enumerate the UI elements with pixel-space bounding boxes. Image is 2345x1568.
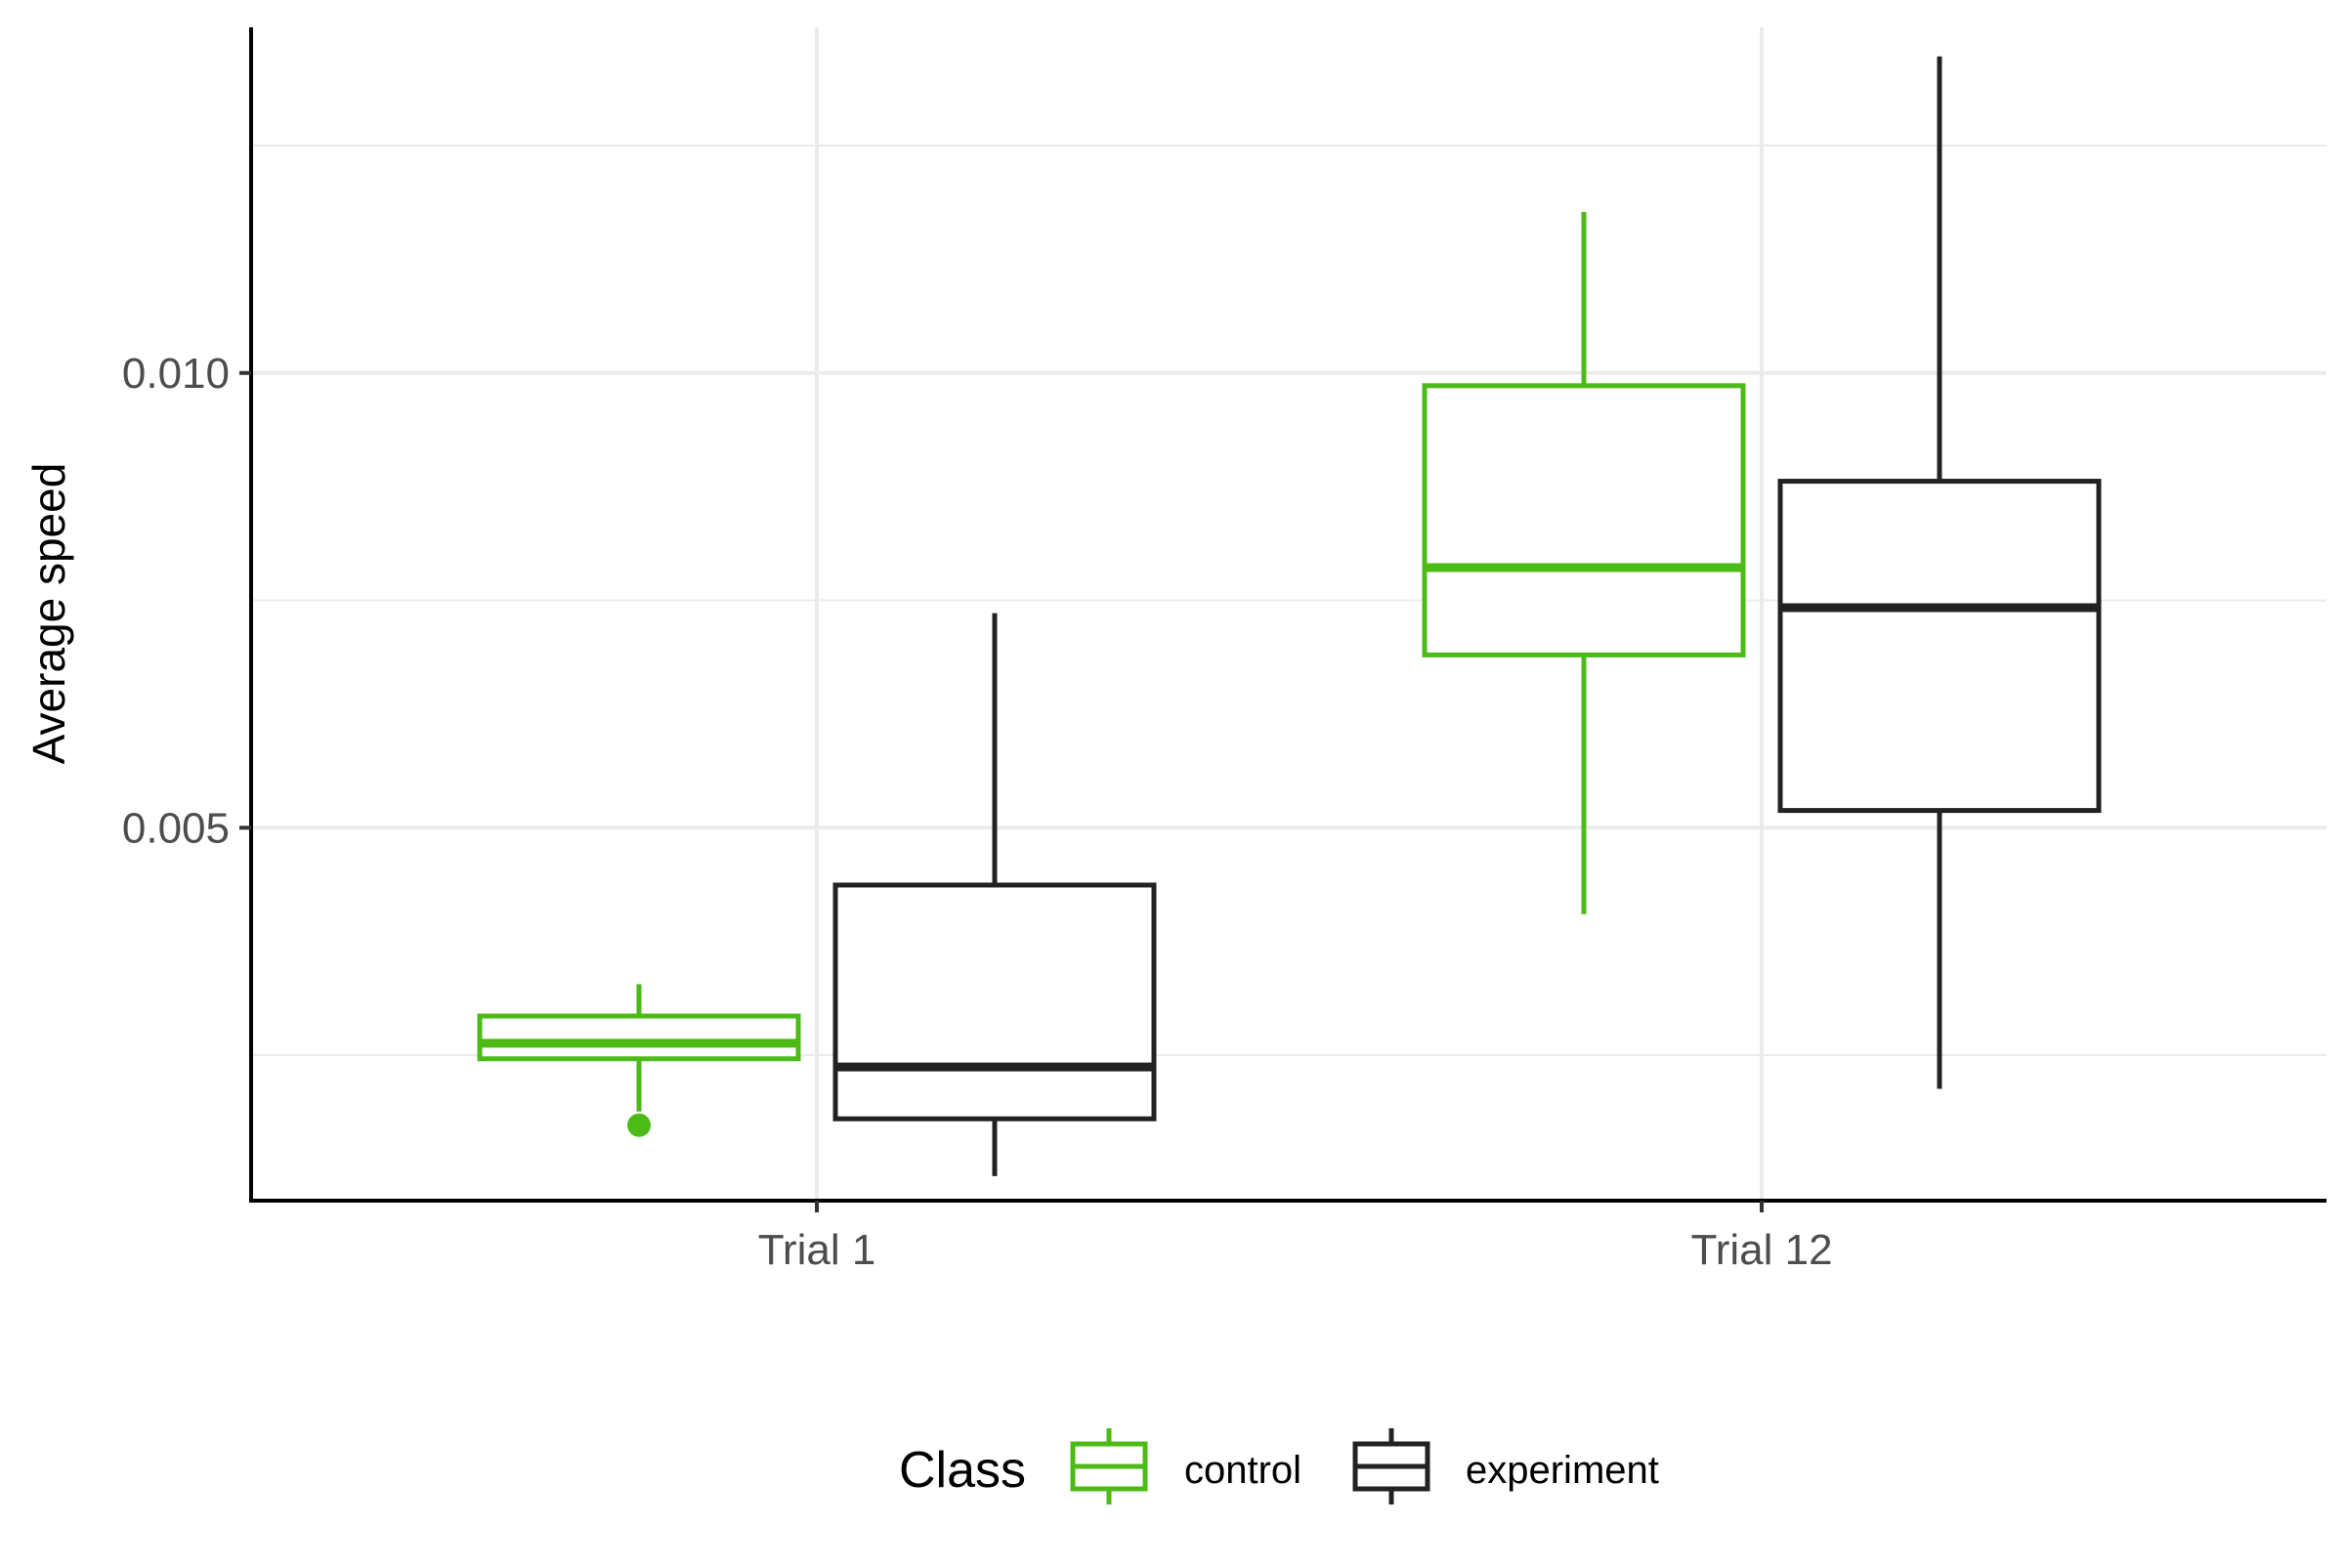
legend: Class control experiment	[899, 1428, 1659, 1504]
box-experiment-trial-12	[1777, 56, 2102, 1089]
box-control-trial-1	[477, 984, 801, 1137]
outlier-point	[627, 1113, 651, 1137]
iqr-box	[832, 882, 1157, 1122]
iqr-box	[477, 1013, 801, 1062]
iqr-box	[1422, 383, 1746, 657]
grid-lines	[251, 27, 2326, 1201]
boxes	[477, 56, 2102, 1176]
iqr-box	[1777, 479, 2102, 814]
tick-labels: 0.005 0.010 Trial 1 Trial 12	[122, 350, 1833, 1274]
legend-label-control: control	[1184, 1449, 1301, 1492]
x-tick-label: Trial 12	[1690, 1226, 1832, 1274]
y-tick-label: 0.005	[122, 804, 230, 852]
legend-key-experiment	[1352, 1428, 1430, 1504]
legend-label-experiment: experiment	[1466, 1449, 1659, 1492]
box-experiment-trial-1	[832, 613, 1157, 1176]
legend-title: Class	[899, 1442, 1026, 1499]
y-tick-label: 0.010	[122, 350, 230, 398]
axes	[249, 27, 2326, 1203]
y-axis-title: Average speed	[23, 463, 74, 765]
legend-key-control	[1070, 1428, 1148, 1504]
box-control-trial-12	[1422, 211, 1746, 914]
x-tick-label: Trial 1	[758, 1226, 876, 1274]
